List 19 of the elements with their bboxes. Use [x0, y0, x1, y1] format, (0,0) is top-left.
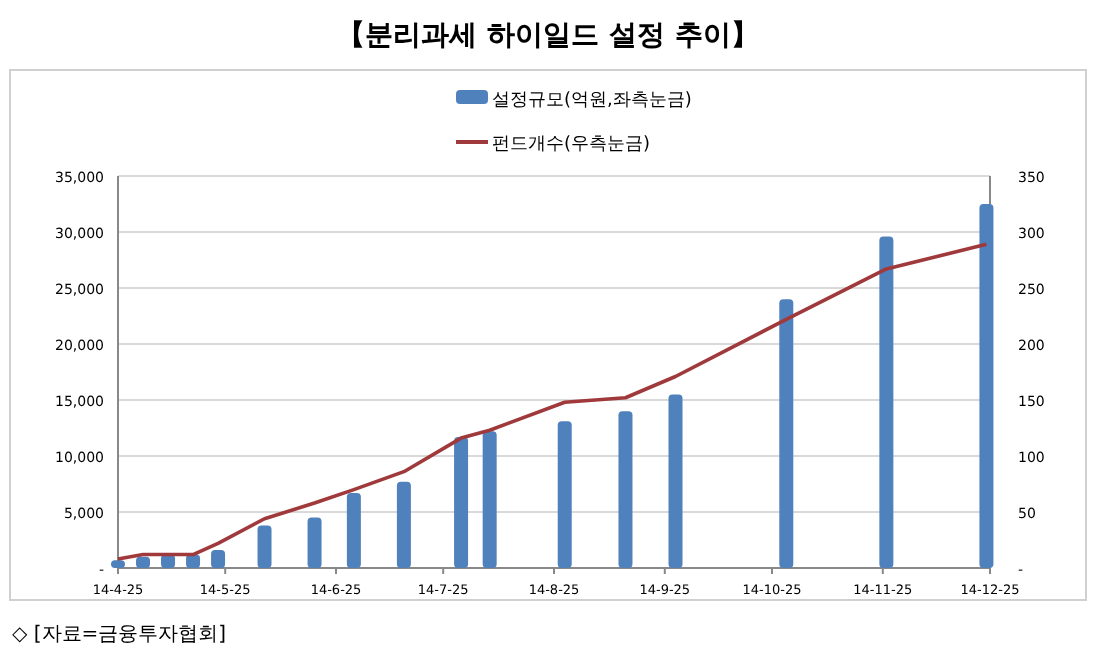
bar [396, 481, 411, 568]
bar [618, 411, 633, 568]
bar [136, 556, 151, 568]
bar [257, 525, 272, 568]
bar [668, 394, 683, 568]
text: ◇ [자료=금융투자협회] [12, 624, 227, 646]
bar [482, 431, 497, 568]
bar [346, 492, 361, 568]
bar [779, 299, 794, 568]
legend-label: 펀드개수(우측눈금) [492, 135, 651, 155]
bar [211, 550, 226, 568]
line-series [116, 242, 989, 561]
bar [879, 236, 894, 568]
bar [454, 436, 469, 568]
bar [307, 517, 322, 568]
bar [979, 204, 994, 568]
bar [557, 421, 572, 568]
chart-title: 【분리과세 하이일드 설정 추이】 [337, 20, 759, 52]
legend-label: 설정규모(억원,좌측눈금) [492, 91, 692, 111]
